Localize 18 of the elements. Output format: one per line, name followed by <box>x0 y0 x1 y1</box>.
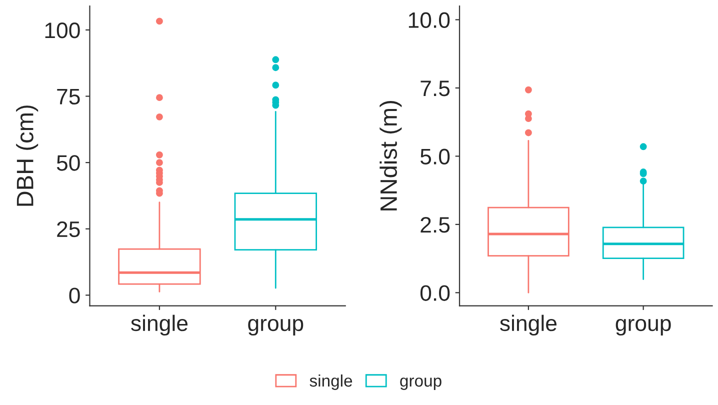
legend-label: single <box>310 374 352 390</box>
x-tick-label: single <box>500 314 556 336</box>
y-tick-label: 25 <box>57 221 80 238</box>
y-tick-label: 0 <box>69 288 80 304</box>
y-tick-label: 0.0 <box>420 285 450 301</box>
y-tick-label: 75 <box>57 89 80 105</box>
y-tick-label: 50 <box>56 155 80 171</box>
legend-label: group <box>400 378 442 390</box>
y-tick-label: 5.0 <box>420 148 450 164</box>
y-axis-title: DBH (cm) <box>16 106 38 206</box>
x-tick-label: group <box>248 318 304 336</box>
y-tick-label: 2.5 <box>420 216 450 233</box>
x-tick-label: group <box>616 318 671 336</box>
y-tick-label: 100 <box>45 22 80 38</box>
x-tick-label: single <box>131 314 188 336</box>
y-tick-label: 10.0 <box>408 12 450 28</box>
y-tick-label: 7.5 <box>420 80 450 96</box>
y-axis-title: NNdist (m) <box>380 100 402 210</box>
